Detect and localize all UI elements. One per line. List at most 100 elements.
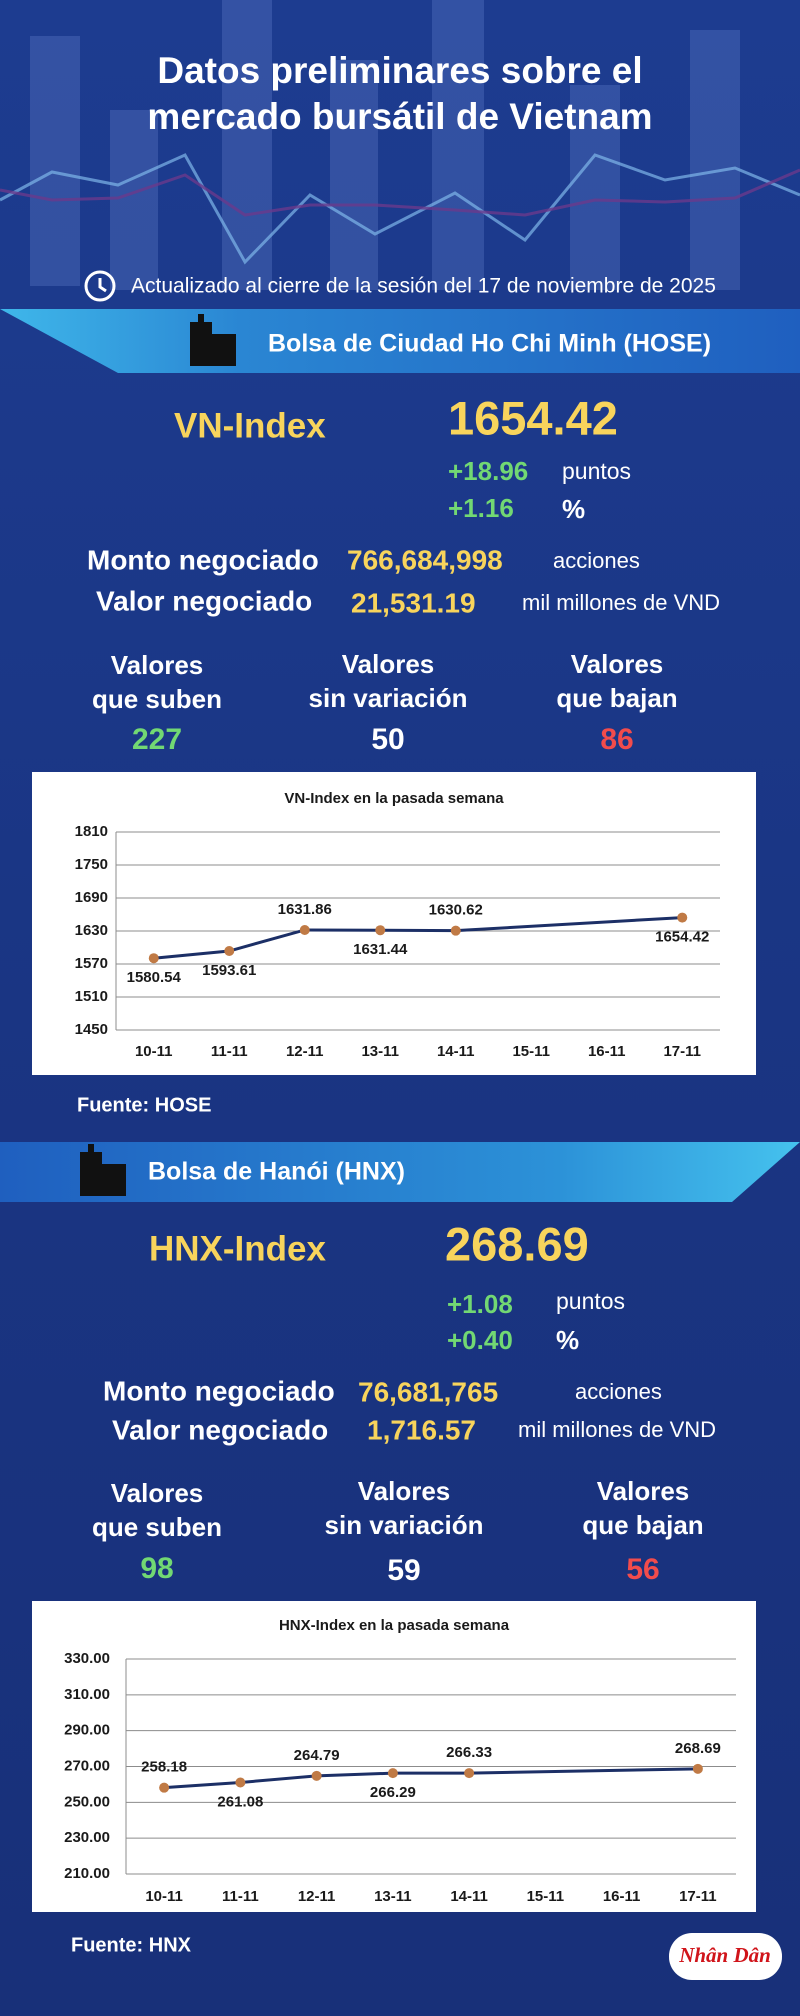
marker — [235, 1777, 246, 1788]
y-tick-label: 330.00 — [64, 1650, 110, 1667]
data-label: 266.33 — [446, 1744, 492, 1761]
value: 1,716.57 — [367, 1414, 476, 1445]
unit: % — [556, 1325, 579, 1355]
value: 21,531.19 — [351, 587, 476, 618]
label: Valor negociado — [112, 1414, 328, 1445]
x-tick-label: 17-11 — [663, 1043, 701, 1060]
y-tick-label: 290.00 — [64, 1722, 110, 1739]
line-connector — [455, 916, 683, 933]
y-tick-label: 1690 — [75, 889, 108, 906]
data-label: 1631.44 — [353, 941, 408, 958]
breadth-label: que bajan — [582, 1510, 703, 1540]
source: Fuente: HOSE — [77, 1094, 211, 1116]
breadth-label: sin variación — [309, 683, 468, 713]
data-label: 1631.86 — [278, 901, 332, 918]
clock-icon — [84, 270, 116, 302]
breadth-count: 56 — [626, 1553, 659, 1586]
y-tick-label: 210.00 — [64, 1865, 110, 1882]
x-tick-label: 12-11 — [286, 1043, 324, 1060]
volume: 76,681,765 — [358, 1376, 498, 1407]
marker — [375, 925, 386, 936]
data-label: 1593.61 — [202, 962, 256, 979]
x-tick-label: 10-11 — [145, 1888, 183, 1905]
x-tick-label: 17-11 — [679, 1888, 717, 1905]
marker — [450, 925, 461, 936]
breadth-label: que bajan — [556, 683, 677, 713]
header-decoration — [30, 0, 740, 290]
unit: mil millones de VND — [518, 1417, 716, 1442]
index-value: 268.69 — [445, 1217, 589, 1270]
breadth-count: 59 — [387, 1554, 420, 1587]
marker — [692, 1763, 703, 1774]
y-tick-label: 1750 — [75, 856, 108, 873]
index-name: HNX-Index — [149, 1229, 327, 1268]
chart-panel — [32, 772, 756, 1075]
line-connector — [469, 1767, 698, 1775]
chart-panel — [32, 1601, 756, 1912]
x-tick-label: 11-11 — [222, 1888, 259, 1905]
unit: % — [562, 494, 585, 524]
unit: puntos — [556, 1288, 625, 1314]
x-tick-label: 10-11 — [135, 1043, 173, 1060]
label: Valor negociado — [96, 585, 312, 616]
x-tick-label: 14-11 — [450, 1888, 488, 1905]
data-label: 1580.54 — [127, 969, 182, 986]
marker — [464, 1768, 475, 1779]
breadth-label: Valores — [111, 650, 204, 680]
label: Monto negociado — [103, 1375, 335, 1406]
chart-title: VN-Index en la pasada semana — [284, 790, 504, 807]
index-value: 1654.42 — [448, 391, 618, 444]
clock-icon — [98, 278, 107, 293]
y-tick-label: 1570 — [75, 955, 108, 972]
banner — [0, 1142, 800, 1202]
exchange-name: Bolsa de Ciudad Ho Chi Minh (HOSE) — [268, 330, 711, 358]
breadth-label: Valores — [111, 1478, 204, 1508]
y-tick-label: 1630 — [75, 922, 108, 939]
marker — [159, 1782, 170, 1793]
data-label: 261.08 — [217, 1793, 263, 1810]
breadth-count: 50 — [371, 723, 404, 756]
marker — [148, 953, 159, 964]
x-tick-label: 16-11 — [603, 1888, 641, 1905]
breadth-label: que suben — [92, 1512, 222, 1542]
breadth-count: 227 — [132, 723, 182, 756]
logo: Nhân Dân — [678, 1943, 771, 1967]
x-tick-label: 11-11 — [211, 1043, 248, 1060]
source: Fuente: HNX — [71, 1934, 192, 1956]
logo-badge — [669, 1933, 782, 1980]
marker — [677, 912, 688, 923]
x-tick-label: 14-11 — [437, 1043, 475, 1060]
data-label: 1630.62 — [429, 902, 483, 919]
x-tick-label: 15-11 — [512, 1043, 550, 1060]
y-tick-label: 1450 — [75, 1021, 108, 1038]
header-decoration — [0, 153, 800, 265]
marker — [299, 924, 310, 935]
x-tick-label: 12-11 — [298, 1888, 336, 1905]
change-percent: +0.40 — [447, 1325, 513, 1355]
data-label: 268.69 — [675, 1740, 721, 1757]
x-tick-label: 16-11 — [588, 1043, 626, 1060]
index-name: VN-Index — [174, 406, 326, 445]
data-label: 266.29 — [370, 1784, 416, 1801]
change-points: +1.08 — [447, 1289, 513, 1319]
breadth-label: Valores — [571, 649, 664, 679]
breadth-label: Valores — [358, 1476, 451, 1506]
exchange-name: Bolsa de Hanói (HNX) — [148, 1158, 405, 1186]
y-tick-label: 310.00 — [64, 1686, 110, 1703]
unit: acciones — [553, 548, 640, 573]
unit: puntos — [562, 458, 631, 484]
unit: mil millones de VND — [522, 590, 720, 615]
breadth-count: 86 — [600, 723, 633, 756]
y-tick-label: 1810 — [75, 823, 108, 840]
breadth-label: Valores — [597, 1476, 690, 1506]
building-icon — [80, 1144, 126, 1196]
title: mercado bursátil de Vietnam — [147, 96, 652, 137]
x-tick-label: 15-11 — [527, 1888, 565, 1905]
change-points: +18.96 — [448, 456, 528, 486]
y-tick-label: 1510 — [75, 988, 108, 1005]
data-label: 258.18 — [141, 1759, 187, 1776]
chart-title: HNX-Index en la pasada semana — [279, 1617, 510, 1634]
y-tick-label: 270.00 — [64, 1757, 110, 1774]
